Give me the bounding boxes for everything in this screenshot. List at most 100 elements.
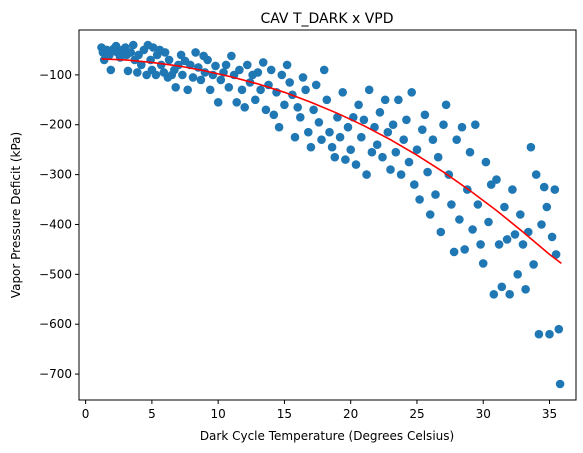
data-point bbox=[285, 78, 295, 87]
data-point bbox=[550, 185, 560, 194]
data-point bbox=[364, 85, 374, 95]
data-point bbox=[447, 200, 456, 209]
data-point bbox=[251, 95, 260, 105]
data-point bbox=[183, 85, 192, 95]
data-point bbox=[111, 41, 121, 51]
data-point bbox=[551, 250, 561, 259]
x-axis-label: Dark Cycle Temperature (Degrees Celsius) bbox=[200, 429, 454, 443]
data-point bbox=[296, 113, 305, 122]
x-tick-label: 15 bbox=[277, 407, 292, 421]
x-tick-label: 10 bbox=[211, 407, 226, 421]
data-point bbox=[319, 65, 329, 75]
data-point bbox=[367, 147, 377, 157]
data-point bbox=[484, 217, 493, 227]
data-point bbox=[471, 120, 480, 129]
y-tick-label: −300 bbox=[39, 168, 72, 182]
data-point bbox=[407, 88, 417, 97]
data-point bbox=[280, 100, 289, 110]
y-tick-label: −200 bbox=[39, 118, 72, 132]
data-point bbox=[508, 185, 517, 194]
x-tick-label: 5 bbox=[148, 407, 156, 421]
data-point bbox=[545, 329, 554, 339]
data-point bbox=[129, 40, 138, 50]
data-point bbox=[425, 210, 435, 219]
data-point bbox=[137, 60, 146, 70]
data-point bbox=[375, 108, 385, 117]
data-point bbox=[410, 180, 419, 189]
data-point bbox=[460, 245, 470, 254]
data-point bbox=[492, 175, 501, 184]
data-point bbox=[502, 235, 512, 244]
data-point bbox=[386, 165, 395, 174]
data-point bbox=[178, 70, 187, 80]
data-point bbox=[455, 215, 464, 224]
x-tick-label: 25 bbox=[409, 407, 424, 421]
data-point bbox=[106, 65, 116, 75]
data-point bbox=[380, 95, 390, 105]
data-point bbox=[489, 290, 499, 299]
data-point bbox=[539, 182, 549, 192]
data-point bbox=[534, 329, 544, 339]
data-point bbox=[211, 61, 220, 71]
data-point bbox=[227, 51, 236, 61]
data-point bbox=[261, 105, 271, 115]
data-point bbox=[420, 110, 430, 120]
data-point bbox=[423, 167, 432, 177]
data-point bbox=[341, 155, 350, 164]
data-point bbox=[304, 127, 313, 137]
y-tick-label: −400 bbox=[39, 217, 72, 231]
data-point bbox=[481, 157, 491, 167]
data-point bbox=[338, 88, 348, 97]
data-point bbox=[258, 58, 268, 67]
data-point bbox=[497, 282, 507, 292]
data-point bbox=[274, 122, 284, 132]
fit-line bbox=[101, 58, 562, 265]
y-tick-label: −600 bbox=[39, 317, 72, 331]
data-point bbox=[327, 142, 337, 152]
data-point bbox=[436, 227, 446, 237]
data-point bbox=[531, 170, 541, 179]
data-point bbox=[494, 240, 504, 249]
data-point bbox=[151, 70, 161, 80]
data-point bbox=[160, 48, 170, 57]
data-point bbox=[221, 60, 231, 70]
y-axis-label: Vapor Pressure Deficit (kPa) bbox=[9, 132, 23, 298]
data-point bbox=[298, 73, 308, 82]
data-point bbox=[441, 100, 451, 110]
data-point bbox=[468, 225, 477, 234]
data-point bbox=[314, 118, 324, 127]
data-point bbox=[510, 230, 520, 239]
data-point bbox=[412, 145, 422, 154]
y-tick-label: −500 bbox=[39, 267, 72, 281]
data-point bbox=[148, 43, 158, 52]
data-point bbox=[309, 105, 318, 115]
data-point bbox=[335, 132, 345, 142]
data-point bbox=[357, 132, 366, 142]
data-point bbox=[277, 70, 287, 80]
plot-frame bbox=[78, 29, 577, 401]
data-point bbox=[311, 80, 321, 90]
data-point bbox=[306, 142, 316, 152]
data-point bbox=[394, 95, 403, 105]
data-point bbox=[282, 60, 292, 70]
data-point bbox=[418, 125, 427, 134]
points-layer bbox=[97, 40, 565, 389]
data-point bbox=[269, 110, 279, 120]
data-point bbox=[171, 83, 180, 92]
data-point bbox=[205, 85, 215, 95]
x-tick-label: 35 bbox=[542, 407, 557, 421]
data-point bbox=[431, 190, 440, 199]
data-point bbox=[383, 127, 393, 137]
data-point bbox=[513, 270, 522, 279]
data-point bbox=[473, 200, 483, 209]
data-point bbox=[123, 66, 133, 76]
data-point bbox=[518, 240, 528, 249]
data-point bbox=[354, 100, 363, 110]
data-point bbox=[505, 290, 514, 299]
data-point bbox=[402, 115, 411, 125]
data-point bbox=[224, 83, 234, 92]
data-point bbox=[359, 115, 369, 125]
data-point bbox=[478, 259, 488, 268]
